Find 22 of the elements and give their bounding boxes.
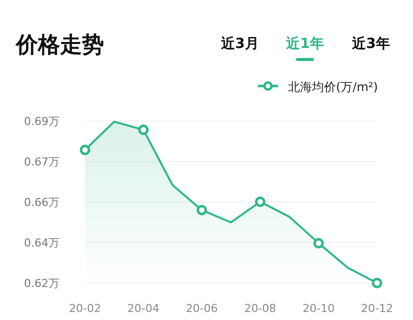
y-tick-label: 0.62万: [24, 277, 60, 290]
chart-title: 价格走势: [15, 33, 104, 58]
text: 近3月: [220, 35, 259, 52]
y-tick-label: 0.69万: [24, 115, 60, 128]
y-tick-label: 0.67万: [24, 156, 60, 168]
x-tick-label: 20-06: [186, 302, 218, 315]
x-tick-label: 20-08: [244, 302, 276, 315]
point: [313, 238, 324, 248]
text: 近3年: [351, 35, 390, 52]
y-tick-label: 0.64万: [24, 236, 60, 250]
x-tick-label: 20-12: [361, 302, 393, 315]
x-tick-label: 20-02: [69, 302, 101, 315]
x-tick-label: 20-04: [127, 302, 160, 315]
y-tick-label: 0.66万: [24, 196, 60, 209]
point: [80, 144, 90, 156]
point: [196, 204, 208, 216]
point: [138, 124, 149, 136]
point: [254, 196, 266, 208]
point: [372, 278, 382, 288]
legend-label: 北海均价(万/m²): [288, 80, 378, 94]
x-tick-label: 20-10: [302, 302, 335, 315]
text: 近1年: [285, 35, 324, 52]
